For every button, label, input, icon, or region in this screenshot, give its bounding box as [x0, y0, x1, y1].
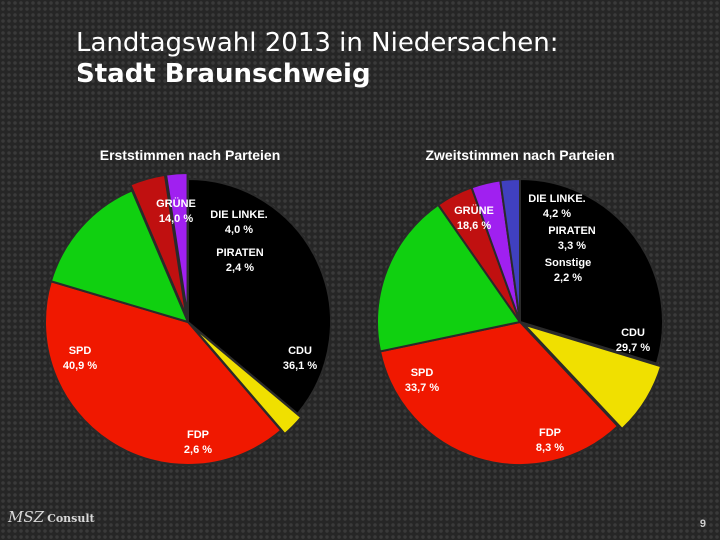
- slice-label: Sonstige 2,2 %: [545, 257, 591, 284]
- pie-slice-sonstige: [499, 177, 521, 323]
- logo-text: MSZ: [8, 508, 45, 526]
- slice-label: CDU 36,1 %: [283, 345, 317, 372]
- pie-slices: [44, 172, 330, 466]
- slide-title-line2: Stadt Braunschweig: [76, 59, 371, 90]
- slice-label: PIRATEN 2,4 %: [216, 247, 264, 274]
- pie-slice-die-linke: [129, 173, 188, 317]
- slice-label: SPD 40,9 %: [63, 345, 97, 372]
- company-logo: MSZ Consult: [8, 508, 95, 526]
- pie-slice-grüne: [49, 189, 190, 324]
- slice-label: CDU 29,7 %: [616, 327, 650, 354]
- slice-label: DIE LINKE. 4,0 %: [210, 209, 267, 236]
- logo-suffix: Consult: [47, 512, 95, 525]
- pie-slice-fdp: [190, 324, 303, 436]
- pie-chart-1: Erststimmen nach Parteien CDU 36,1 % FDP 2,6…: [44, 147, 330, 466]
- slice-label: SPD 33,7 %: [405, 367, 439, 394]
- pie-slices: [376, 177, 664, 466]
- pie-slice-spd: [44, 279, 283, 466]
- pie-slice-cdu: [187, 177, 330, 416]
- slide-title: Landtagswahl 2013 in Niedersachen: Stadt…: [76, 28, 559, 90]
- page-number: 9: [699, 518, 706, 530]
- slice-label: FDP 2,6 %: [184, 429, 212, 456]
- slice-label: DIE LINKE. 4,2 %: [528, 193, 585, 220]
- chart-title: Erststimmen nach Parteien: [100, 147, 281, 163]
- slice-label: GRÜNE 14,0 %: [156, 197, 196, 225]
- slide-title-line1: Landtagswahl 2013 in Niedersachen:: [76, 28, 559, 58]
- slice-label: PIRATEN 3,3 %: [548, 225, 596, 252]
- pie-slice-cdu: [519, 177, 664, 365]
- pie-slice-grüne: [376, 203, 522, 353]
- pie-slice-piraten: [164, 172, 189, 317]
- pie-chart-2: Zweitstimmen nach Parteien CDU 29,7 % FDP 8,…: [376, 147, 664, 466]
- slice-label: GRÜNE 18,6 %: [454, 204, 494, 232]
- slice-label: FDP 8,3 %: [536, 427, 564, 454]
- pie-slice-fdp: [520, 322, 663, 431]
- pie-slice-spd: [378, 320, 620, 466]
- chart-title: Zweitstimmen nach Parteien: [425, 147, 614, 163]
